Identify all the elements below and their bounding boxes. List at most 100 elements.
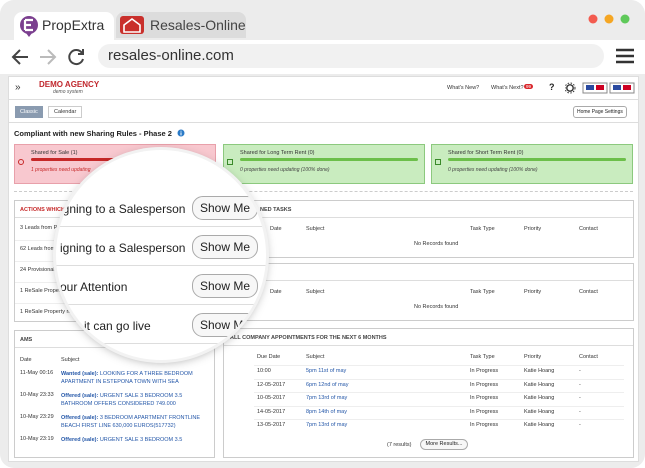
- action-row[interactable]: 1 ReSale Property: [20, 288, 65, 294]
- cell: In Progress: [470, 408, 499, 415]
- cell: Katie Hoang: [524, 422, 555, 429]
- tab-title: PropExtra: [42, 17, 105, 33]
- results-count: (7 results): [387, 442, 412, 448]
- row-line: [254, 405, 624, 407]
- nav-buttons[interactable]: [10, 46, 90, 68]
- panel-title: ACTIONS WHICH: [20, 207, 65, 213]
- alarm-text: 3 BEDROOM APARTMENT FRONTLINE BEACH FIRS…: [61, 415, 201, 429]
- magnified-text: fore it can go live: [60, 319, 151, 333]
- magnified-line: [56, 343, 266, 344]
- section-title: Compliant with new Sharing Rules - Phase…: [14, 129, 172, 138]
- cell: -: [579, 395, 581, 402]
- box-note: 0 properties need updating (100% done): [448, 167, 538, 173]
- cell[interactable]: 7pm 13rd of may: [306, 422, 348, 429]
- logo: DEMO AGENCY: [39, 80, 100, 89]
- info-icon[interactable]: [177, 129, 185, 137]
- column-header: Contact: [579, 226, 598, 232]
- cell: -: [579, 408, 581, 415]
- sidebar-toggle[interactable]: »: [15, 82, 21, 93]
- address-bar[interactable]: [98, 44, 604, 68]
- action-row[interactable]: 3 Leads from Pro: [20, 225, 63, 231]
- cell: -: [579, 422, 581, 429]
- box-label: Shared for Short Term Rent (0): [448, 150, 524, 156]
- column-header: Task Type: [470, 289, 495, 295]
- column-header: Priority: [524, 226, 542, 232]
- dashed-divider: [14, 191, 633, 192]
- alarm-date: 11-May 00:16: [20, 370, 54, 376]
- cell: In Progress: [470, 368, 499, 374]
- alarm-text: URGENT SALE 3 BEDROOM 3.5 BATHROOM OFFER…: [61, 393, 183, 407]
- help[interactable]: ?: [549, 82, 555, 92]
- alarm-subject[interactable]: Offered (sale): URGENT SALE 3 BEDROOM 3.…: [61, 392, 211, 408]
- alarm-kind: Offered (sale):: [61, 393, 99, 399]
- tasks-panel: NED TASKS Date Subject Task Type Priority Con…: [223, 200, 634, 258]
- action-row[interactable]: 62 Leads from: [20, 246, 56, 252]
- progress-bar: [31, 158, 161, 161]
- column-header: Subject: [306, 226, 325, 232]
- panel-header-line: [224, 345, 633, 346]
- alarm-kind: Offered (sale):: [61, 437, 99, 443]
- cell: Katie Hoang: [524, 395, 555, 402]
- magnified-line: [56, 265, 266, 266]
- box-note: 1 properties need updating: [31, 167, 91, 173]
- column-header: Priority: [524, 354, 542, 360]
- column-header: Contact: [579, 289, 598, 295]
- show-me-button[interactable]: Show Me: [192, 274, 258, 298]
- column-header: Subject: [306, 354, 325, 360]
- cell: -: [579, 368, 581, 374]
- cell[interactable]: 6pm 12nd of may: [306, 381, 349, 388]
- window-controls[interactable]: [586, 12, 636, 26]
- settings-button[interactable]: Home Page Settings: [573, 106, 627, 118]
- propextra-icon: [20, 16, 38, 37]
- view-tab[interactable]: Calendar: [48, 106, 83, 118]
- cell: In Progress: [470, 422, 499, 429]
- action-row[interactable]: 24 Provisional Re: [20, 267, 64, 273]
- column-header: Priority: [524, 289, 542, 295]
- viewport: » DEMO AGENCY demo system What's New? Wh…: [8, 76, 639, 462]
- panel-title: NED TASKS: [260, 207, 292, 213]
- progress-bar: [240, 158, 418, 161]
- row-line: [254, 392, 624, 394]
- alarm-date: 10-May 23:33: [20, 392, 54, 398]
- magnified-line: [56, 304, 266, 305]
- logo-sub: demo system: [53, 89, 83, 95]
- cell[interactable]: 8pm 14th of may: [306, 408, 347, 415]
- action-row[interactable]: 1 ReSale Property need: [20, 309, 79, 315]
- row-line: [254, 378, 624, 380]
- cell: Katie Hoang: [524, 381, 555, 388]
- view-tab-active[interactable]: Classic: [15, 106, 43, 118]
- magnified-line: [56, 226, 266, 227]
- magnifier: igning to a Salesperson Show Me igning to …: [56, 150, 266, 360]
- box-icon: [435, 159, 441, 165]
- show-me-button[interactable]: Show Me: [192, 196, 258, 220]
- cell[interactable]: 5pm 11st of may: [306, 368, 347, 374]
- cell: In Progress: [470, 395, 499, 402]
- box-label: Shared for Sale (1): [31, 150, 78, 156]
- link[interactable]: What's New?: [447, 85, 480, 91]
- box-icon: [18, 159, 24, 165]
- alarm-subject[interactable]: Offered (sale): 3 BEDROOM APARTMENT FRON…: [61, 414, 211, 430]
- show-me-button[interactable]: Show Me: [192, 313, 258, 337]
- alarm-subject[interactable]: Offered (sale): URGENT SALE 3 BEDROOM 3.…: [61, 436, 211, 444]
- panel-header-line: [224, 280, 633, 281]
- cell: 13-05-2017: [257, 422, 286, 429]
- column-header: Date: [270, 226, 282, 232]
- cell: -: [579, 381, 581, 388]
- appointments-panel: ALL COMPANY APPOINTMENTS FOR THE NEXT 6 …: [223, 328, 634, 458]
- box-note: 0 properties need updating (100% done): [240, 167, 330, 173]
- more-button[interactable]: More Results...: [420, 439, 468, 450]
- cell: 14-05-2017: [257, 408, 286, 415]
- link[interactable]: What's Next?: [491, 85, 524, 91]
- header-icons[interactable]: [565, 82, 637, 94]
- alarm-date: 10-May 23:19: [20, 436, 54, 442]
- row-line: [254, 365, 624, 366]
- panel-title: ALL COMPANY APPOINTMENTS FOR THE NEXT 6 …: [230, 335, 387, 341]
- cell[interactable]: 7pm 13rd of may: [306, 395, 348, 402]
- magnified-text: igning to a Salesperson: [60, 241, 186, 255]
- box-label: Shared for Long Term Rent (0): [240, 150, 315, 156]
- menu-icon[interactable]: [616, 48, 634, 64]
- cell: 12-05-2017: [257, 381, 286, 388]
- calls-panel: LSDateSubjectTask TypePriorityContactNo …: [223, 263, 634, 321]
- alarm-subject[interactable]: Wanted (sale): LOOKING FOR A THREE BEDRO…: [61, 370, 211, 386]
- show-me-button[interactable]: Show Me: [192, 235, 258, 259]
